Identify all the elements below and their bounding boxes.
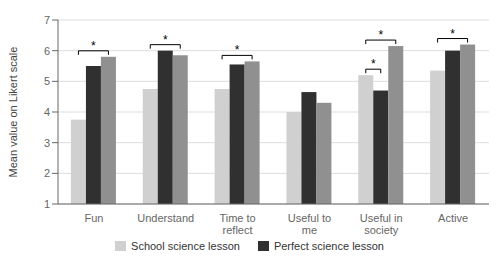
svg-text:4: 4 bbox=[44, 106, 50, 118]
svg-text:3: 3 bbox=[44, 137, 50, 149]
svg-text:Understand: Understand bbox=[137, 212, 194, 224]
svg-text:7: 7 bbox=[44, 14, 50, 26]
svg-text:2: 2 bbox=[44, 167, 50, 179]
html-text:School science lesson: School science lesson bbox=[131, 240, 240, 252]
svg-text:*: * bbox=[378, 28, 383, 42]
svg-text:*: * bbox=[235, 43, 240, 57]
svg-text:Useful insociety: Useful insociety bbox=[360, 212, 403, 236]
svg-text:1: 1 bbox=[44, 198, 50, 210]
svg-text:Mean value on Likert scale: Mean value on Likert scale bbox=[8, 47, 19, 178]
svg-text:Active: Active bbox=[438, 212, 468, 224]
svg-text:Useful tome: Useful tome bbox=[288, 212, 331, 236]
svg-text:*: * bbox=[163, 33, 168, 47]
html-text:Perfect science lesson: Perfect science lesson bbox=[273, 240, 384, 252]
svg-text:5: 5 bbox=[44, 75, 50, 87]
svg-text:Time toreflect: Time toreflect bbox=[219, 212, 255, 236]
svg-text:*: * bbox=[91, 39, 96, 53]
svg-text:*: * bbox=[371, 57, 376, 71]
svg-text:6: 6 bbox=[44, 45, 50, 57]
svg-text:Fun: Fun bbox=[84, 212, 103, 224]
svg-text:*: * bbox=[450, 27, 455, 41]
